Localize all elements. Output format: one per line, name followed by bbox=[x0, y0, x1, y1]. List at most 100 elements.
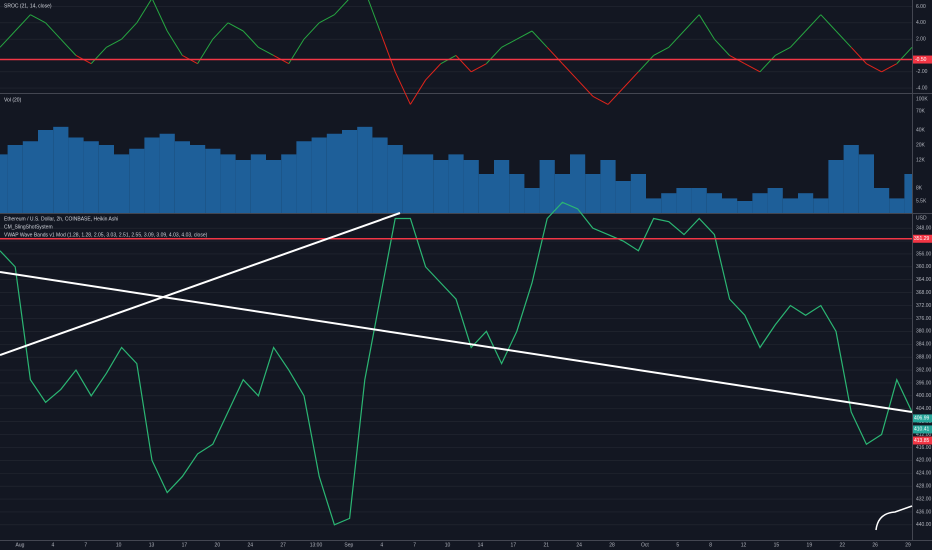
volume-bar bbox=[509, 174, 525, 213]
volume-bar bbox=[874, 188, 890, 213]
y-tick-label: 424.00 bbox=[916, 471, 932, 477]
volume-bar bbox=[83, 141, 99, 213]
sroc-segment bbox=[896, 46, 913, 64]
price-badge bbox=[913, 414, 932, 423]
volume-bar bbox=[752, 193, 768, 213]
x-tick-label: 29 bbox=[905, 542, 911, 548]
volume-bar bbox=[661, 193, 677, 213]
sroc-segment bbox=[334, 0, 349, 16]
y-tick-label: 368.00 bbox=[916, 290, 932, 296]
trend-line bbox=[0, 271, 913, 413]
x-tick-label: Sep bbox=[344, 542, 353, 548]
sroc-segment bbox=[698, 14, 715, 40]
x-tick-label: Oct bbox=[641, 542, 649, 548]
indicator-title: CM_SlingShotSystem bbox=[4, 224, 53, 230]
y-tick-label: 8K bbox=[916, 185, 923, 191]
trend-line bbox=[0, 212, 401, 356]
sroc-segment bbox=[501, 38, 518, 48]
x-tick-label: 12 bbox=[741, 542, 747, 548]
volume-bar bbox=[676, 188, 692, 213]
x-tick-label: 28 bbox=[609, 542, 615, 548]
sroc-segment bbox=[379, 30, 396, 72]
sroc-segment bbox=[577, 79, 594, 97]
sroc-segment bbox=[455, 55, 472, 73]
sroc-segment bbox=[531, 30, 548, 48]
y-tick-label: 376.00 bbox=[916, 316, 932, 322]
level-label: -0.50 bbox=[915, 57, 927, 63]
y-tick-label: 40K bbox=[916, 127, 926, 133]
volume-bar bbox=[114, 154, 130, 213]
volume-bar bbox=[798, 193, 814, 213]
y-tick-label: 380.00 bbox=[916, 329, 932, 335]
price-badge bbox=[913, 425, 932, 434]
x-tick-label: 13:00 bbox=[310, 542, 323, 548]
sroc-segment bbox=[622, 71, 639, 89]
volume-bar bbox=[22, 141, 38, 213]
indicator-title: VWAP Wave Bands v1 Mod (1.28, 1.28, 2.05… bbox=[4, 232, 208, 238]
x-tick-label: 7 bbox=[84, 542, 87, 548]
y-tick-label: 412.00 bbox=[916, 432, 932, 438]
volume-bar bbox=[706, 193, 722, 213]
volume-bar bbox=[494, 160, 510, 213]
y-tick-label: 420.00 bbox=[916, 458, 932, 464]
y-tick-label: -2.00 bbox=[916, 69, 928, 75]
x-tick-label: 10 bbox=[445, 542, 451, 548]
sroc-segment bbox=[152, 0, 168, 32]
volume-bar bbox=[159, 133, 175, 213]
price-badge bbox=[913, 436, 932, 445]
price-label: 406.99 bbox=[914, 416, 930, 422]
sroc-segment bbox=[30, 14, 46, 24]
y-tick-label: 6.00 bbox=[916, 4, 926, 10]
volume-bar bbox=[418, 154, 434, 213]
x-tick-label: 21 bbox=[543, 542, 549, 548]
volume-bar bbox=[250, 154, 266, 213]
volume-bar bbox=[813, 198, 829, 213]
volume-bar bbox=[646, 198, 662, 213]
x-tick-label: Aug bbox=[16, 542, 25, 548]
x-tick-label: 10 bbox=[116, 542, 122, 548]
sroc-segment bbox=[881, 63, 898, 73]
x-tick-label: 7 bbox=[413, 542, 416, 548]
volume-bar bbox=[630, 174, 646, 213]
pane-title: SROC (21, 14, close) bbox=[4, 3, 52, 9]
volume-bar bbox=[478, 174, 494, 213]
x-tick-label: 19 bbox=[807, 542, 813, 548]
volume-bar bbox=[858, 154, 874, 213]
drawing bbox=[875, 505, 913, 531]
sroc-segment bbox=[227, 22, 244, 32]
sroc-segment bbox=[60, 38, 77, 56]
sroc-segment bbox=[866, 63, 882, 73]
sroc-segment bbox=[774, 46, 791, 56]
volume-bar bbox=[0, 154, 8, 213]
volume-bar bbox=[402, 154, 418, 213]
volume-bar bbox=[372, 137, 388, 213]
volume-bar bbox=[782, 198, 798, 213]
x-tick-label: 5 bbox=[676, 542, 679, 548]
volume-bar bbox=[326, 133, 342, 213]
volume-bar bbox=[904, 174, 912, 213]
pane-title: Ethereum / U.S. Dollar, 2h, COINBASE, He… bbox=[4, 216, 118, 222]
sroc-segment bbox=[90, 46, 107, 64]
sroc-segment bbox=[714, 38, 730, 56]
sroc-segment bbox=[0, 30, 16, 48]
volume-bar bbox=[144, 137, 160, 213]
sroc-segment bbox=[805, 14, 822, 32]
y-tick-label: 400.00 bbox=[916, 393, 932, 399]
x-tick-label: 4 bbox=[51, 542, 54, 548]
y-tick-label: 372.00 bbox=[916, 303, 932, 309]
sroc-segment bbox=[121, 22, 138, 40]
level-badge bbox=[913, 55, 932, 64]
y-tick-label: 356.00 bbox=[916, 251, 932, 257]
volume-bar bbox=[235, 160, 251, 213]
sroc-segment bbox=[638, 55, 654, 73]
sroc-segment bbox=[136, 0, 152, 24]
volume-bar bbox=[7, 145, 23, 213]
sroc-segment bbox=[367, 0, 381, 32]
volume-bar bbox=[600, 160, 616, 213]
volume-bar bbox=[722, 198, 738, 213]
pane-title: Vol (20) bbox=[4, 97, 22, 103]
sroc-segment bbox=[850, 46, 867, 64]
sroc-segment bbox=[425, 63, 442, 81]
y-tick-label: 396.00 bbox=[916, 380, 932, 386]
